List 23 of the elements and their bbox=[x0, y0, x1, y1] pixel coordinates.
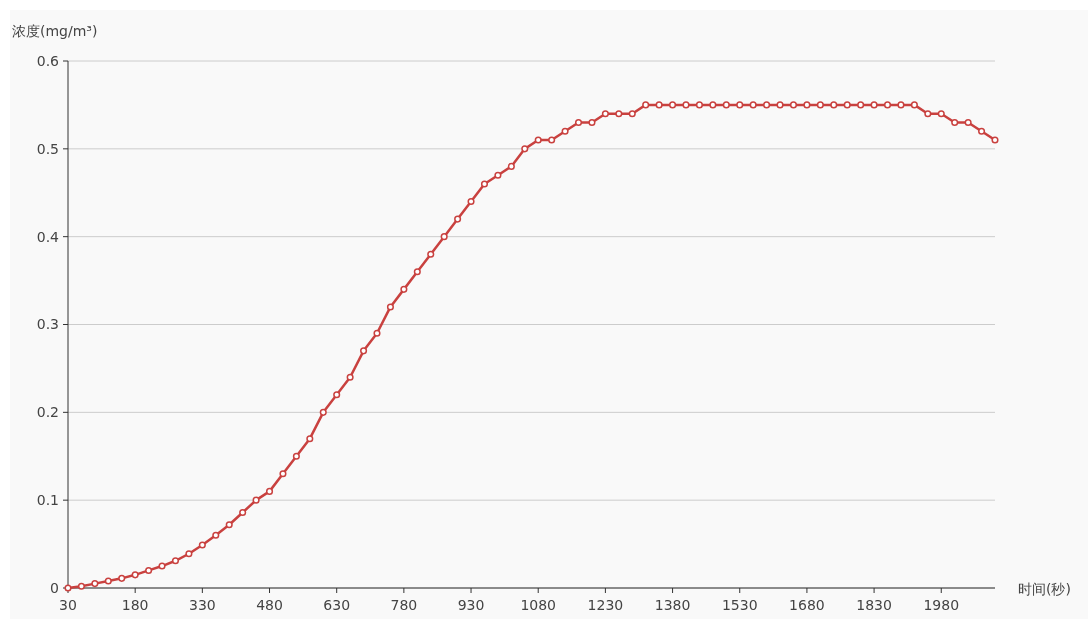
x-tick-label: 780 bbox=[390, 597, 418, 613]
y-tick-label: 0.3 bbox=[36, 316, 59, 333]
x-tick-label: 1680 bbox=[789, 597, 825, 613]
x-tick-label: 1980 bbox=[923, 597, 960, 613]
x-tick-label: 1380 bbox=[654, 597, 691, 613]
y-tick-label: 0.2 bbox=[36, 404, 59, 421]
x-tick-label: 1230 bbox=[587, 597, 624, 613]
x-tick-label: 630 bbox=[323, 597, 351, 613]
x-tick-label: 1530 bbox=[721, 597, 758, 613]
x-tick-label: 1830 bbox=[856, 597, 892, 613]
y-tick-label: 0.1 bbox=[36, 492, 59, 509]
y-tick-label: 0.6 bbox=[36, 52, 60, 69]
y-tick-label: 0.4 bbox=[36, 228, 60, 245]
x-tick-label: 180 bbox=[121, 597, 149, 613]
y-tick-label: 0.5 bbox=[36, 140, 59, 157]
x-tick-label: 930 bbox=[457, 597, 485, 613]
y-tick-label: 0 bbox=[50, 579, 59, 596]
x-tick-label: 1080 bbox=[520, 597, 557, 613]
x-tick-label: 30 bbox=[59, 597, 77, 613]
y-axis-title: 浓度(mg/m³) bbox=[12, 23, 98, 39]
x-axis-title: 时间(秒) bbox=[1018, 581, 1071, 597]
x-tick-label: 480 bbox=[256, 597, 283, 613]
x-tick-label: 330 bbox=[188, 597, 216, 613]
